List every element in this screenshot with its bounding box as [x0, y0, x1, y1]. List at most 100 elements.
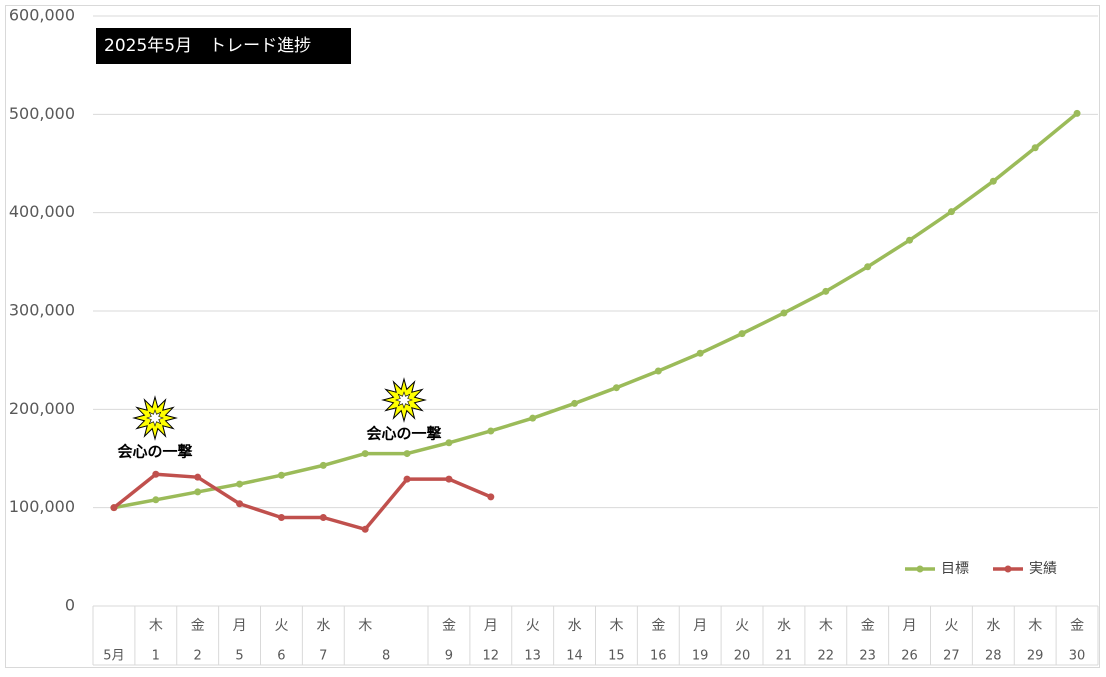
- weekday-label: 水: [986, 618, 1000, 634]
- weekday-label: 金: [191, 618, 205, 634]
- series-marker: [194, 488, 202, 496]
- y-tick-label: 400,000: [9, 202, 75, 221]
- x-tick-label: 5: [235, 649, 243, 664]
- weekday-label: 水: [568, 618, 582, 634]
- series-marker: [319, 461, 327, 469]
- x-tick-label: 21: [776, 649, 793, 664]
- weekday-label: 水: [316, 618, 330, 634]
- y-tick-label: 300,000: [9, 301, 75, 320]
- weekday-label: 木: [819, 618, 833, 634]
- y-tick-label: 0: [65, 596, 75, 615]
- series-marker: [780, 309, 788, 317]
- weekday-label: 木: [358, 618, 372, 634]
- x-tick-label: 16: [650, 649, 667, 664]
- x-tick-label: 22: [818, 649, 835, 664]
- weekday-label: 月: [693, 618, 707, 634]
- x-tick-label: 6: [277, 649, 285, 664]
- series-marker: [864, 263, 872, 271]
- weekday-label: 火: [526, 618, 540, 634]
- weekday-label: 月: [233, 618, 247, 634]
- weekday-label: 木: [149, 618, 163, 634]
- weekday-label: 火: [944, 618, 958, 634]
- series-line: [112, 472, 492, 532]
- title-box: [96, 28, 351, 64]
- series-marker: [822, 287, 830, 295]
- series-marker: [487, 427, 495, 435]
- series-marker: [277, 471, 285, 479]
- legend-marker: [1004, 565, 1012, 573]
- series-marker: [989, 177, 997, 185]
- series-marker: [194, 473, 202, 481]
- legend-item: 実績: [993, 561, 1057, 577]
- series-marker: [277, 514, 285, 521]
- x-tick-label: 5月: [103, 649, 124, 664]
- series-marker: [529, 414, 537, 422]
- weekday-label: 金: [1070, 618, 1084, 634]
- series-marker: [1073, 109, 1081, 117]
- series-line: [113, 111, 1079, 510]
- series-marker: [319, 514, 327, 521]
- weekday-label: 金: [651, 618, 665, 634]
- series-marker: [906, 236, 914, 244]
- legend-label: 実績: [1029, 561, 1057, 577]
- weekday-label: 月: [484, 618, 498, 634]
- series-marker: [403, 450, 411, 458]
- x-tick-label: 14: [566, 649, 583, 664]
- weekday-label: 金: [442, 618, 456, 634]
- series-marker: [236, 480, 244, 488]
- series-marker: [612, 384, 620, 392]
- series-marker: [487, 493, 495, 501]
- series-marker: [445, 439, 453, 447]
- x-tick-label: 9: [445, 649, 453, 664]
- weekday-label: 木: [1028, 618, 1042, 634]
- series-marker: [654, 367, 662, 375]
- weekday-label: 火: [735, 618, 749, 634]
- weekday-label: 火: [274, 618, 288, 634]
- series-marker: [738, 330, 746, 338]
- annotation: 会心の一撃: [366, 425, 441, 443]
- series-marker: [445, 475, 453, 483]
- x-tick-label: 12: [483, 649, 500, 664]
- series-marker: [152, 470, 160, 478]
- starburst-core: [395, 391, 413, 409]
- weekday-label: 金: [861, 618, 875, 634]
- series-marker: [361, 525, 369, 533]
- x-tick-label: 1: [152, 649, 160, 664]
- series-marker: [152, 496, 160, 504]
- y-tick-label: 500,000: [9, 104, 75, 123]
- x-tick-label: 23: [859, 649, 876, 664]
- series-marker: [696, 349, 704, 357]
- series-marker: [947, 208, 955, 216]
- annotation: 会心の一撃: [117, 443, 192, 461]
- x-tick-label: 29: [1027, 649, 1044, 664]
- x-tick-label: 2: [194, 649, 202, 664]
- weekday-label: 水: [777, 618, 791, 634]
- series-marker: [571, 399, 579, 407]
- x-tick-label: 30: [1069, 649, 1086, 664]
- x-tick-label: 28: [985, 649, 1002, 664]
- y-tick-label: 100,000: [9, 497, 75, 516]
- legend-marker: [916, 565, 924, 573]
- series-marker: [361, 450, 369, 458]
- x-tick-label: 15: [608, 649, 625, 664]
- x-tick-label: 13: [524, 649, 541, 664]
- x-tick-label: 27: [943, 649, 960, 664]
- y-tick-label: 600,000: [9, 6, 75, 25]
- x-tick-label: 7: [319, 649, 327, 664]
- series-marker: [1031, 144, 1039, 152]
- chart-title: 2025年5月 トレード進捗: [104, 36, 311, 56]
- legend-item: 目標: [905, 561, 969, 577]
- x-tick-label: 26: [901, 649, 918, 664]
- chart-border: [5, 5, 1100, 668]
- series-marker: [110, 504, 118, 512]
- starburst-core: [146, 409, 164, 427]
- weekday-label: 木: [609, 618, 623, 634]
- series-marker: [236, 500, 244, 508]
- series-marker: [403, 475, 411, 483]
- y-tick-label: 200,000: [9, 399, 75, 418]
- x-tick-label: 8: [382, 649, 390, 664]
- x-tick-label: 19: [692, 649, 709, 664]
- weekday-label: 月: [903, 618, 917, 634]
